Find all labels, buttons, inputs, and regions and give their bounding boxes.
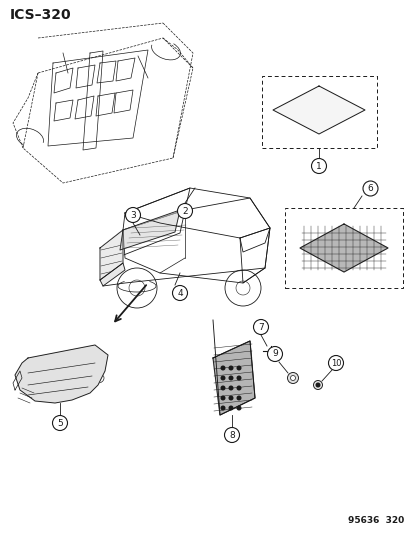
Text: ICS–320: ICS–320 — [10, 8, 71, 22]
Circle shape — [221, 376, 224, 380]
Polygon shape — [212, 341, 254, 415]
Text: 7: 7 — [257, 322, 263, 332]
Polygon shape — [100, 230, 123, 280]
Circle shape — [311, 158, 326, 174]
Circle shape — [237, 406, 240, 410]
Polygon shape — [299, 224, 387, 272]
Text: 10: 10 — [330, 359, 340, 367]
Circle shape — [229, 406, 232, 410]
Polygon shape — [120, 210, 180, 250]
Circle shape — [221, 406, 224, 410]
Circle shape — [237, 366, 240, 370]
Circle shape — [253, 319, 268, 335]
Polygon shape — [15, 345, 108, 403]
Circle shape — [38, 379, 41, 383]
Polygon shape — [100, 263, 125, 286]
Circle shape — [229, 386, 232, 390]
Circle shape — [221, 386, 224, 390]
Text: 3: 3 — [130, 211, 135, 220]
Circle shape — [55, 376, 58, 379]
Circle shape — [328, 356, 343, 370]
Circle shape — [229, 376, 232, 380]
Bar — [284, 208, 402, 288]
Text: 6: 6 — [367, 184, 373, 193]
Bar — [261, 76, 376, 148]
Circle shape — [172, 286, 187, 301]
Text: 8: 8 — [228, 431, 234, 440]
Circle shape — [71, 374, 74, 376]
Text: 5: 5 — [57, 418, 63, 427]
Circle shape — [290, 376, 295, 381]
Circle shape — [267, 346, 282, 361]
Text: 2: 2 — [182, 206, 188, 215]
Text: 95636  320: 95636 320 — [347, 516, 403, 525]
Text: 9: 9 — [271, 350, 277, 359]
Circle shape — [237, 386, 240, 390]
Circle shape — [52, 416, 67, 431]
Circle shape — [224, 427, 239, 442]
Circle shape — [237, 376, 240, 380]
Circle shape — [221, 366, 224, 370]
Circle shape — [313, 381, 322, 390]
Circle shape — [362, 181, 377, 196]
Circle shape — [237, 396, 240, 400]
Circle shape — [125, 207, 140, 222]
Circle shape — [316, 383, 319, 387]
Text: 4: 4 — [177, 288, 183, 297]
Circle shape — [229, 396, 232, 400]
Text: 1: 1 — [316, 161, 321, 171]
Circle shape — [221, 396, 224, 400]
Circle shape — [229, 366, 232, 370]
Polygon shape — [272, 86, 364, 134]
Circle shape — [177, 204, 192, 219]
Circle shape — [287, 373, 298, 384]
